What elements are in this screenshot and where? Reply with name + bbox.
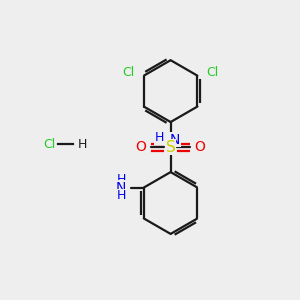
Text: H: H: [116, 189, 126, 202]
Text: Cl: Cl: [122, 66, 135, 79]
Text: Cl: Cl: [207, 66, 219, 79]
Text: H: H: [78, 138, 87, 151]
Text: S: S: [166, 140, 176, 154]
Text: H: H: [116, 173, 126, 186]
Text: N: N: [116, 181, 126, 194]
Text: Cl: Cl: [44, 138, 56, 151]
Text: O: O: [195, 140, 206, 154]
Text: N: N: [170, 133, 180, 147]
Text: O: O: [136, 140, 147, 154]
Text: H: H: [155, 131, 164, 144]
